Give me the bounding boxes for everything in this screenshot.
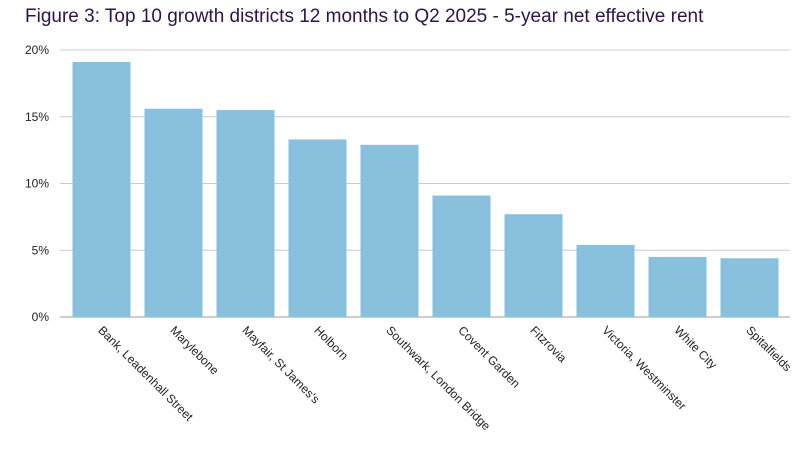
x-category-label: Holborn xyxy=(311,323,351,363)
y-tick-label: 10% xyxy=(25,177,49,191)
chart-title: Figure 3: Top 10 growth districts 12 mon… xyxy=(25,6,704,27)
x-category-label: Fitzrovia xyxy=(527,323,569,365)
bar xyxy=(72,62,131,317)
y-tick-label: 20% xyxy=(25,43,49,57)
x-category-label: White City xyxy=(671,323,720,372)
x-category-label: Spitalfields xyxy=(743,323,794,374)
bar xyxy=(720,258,779,317)
bar xyxy=(360,144,419,317)
bar xyxy=(648,256,707,317)
bar xyxy=(288,139,347,317)
x-category-label: Mayfair, St James's xyxy=(239,323,322,406)
bar xyxy=(432,195,491,317)
bar xyxy=(144,108,203,318)
x-category-label: Marylebone xyxy=(167,323,221,377)
bar xyxy=(576,244,635,317)
bar xyxy=(216,110,275,317)
y-tick-label: 5% xyxy=(32,243,50,257)
y-tick-label: 0% xyxy=(32,310,50,324)
y-tick-label: 15% xyxy=(25,110,49,124)
bar xyxy=(504,214,563,317)
x-category-label: Covent Garden xyxy=(455,323,522,390)
